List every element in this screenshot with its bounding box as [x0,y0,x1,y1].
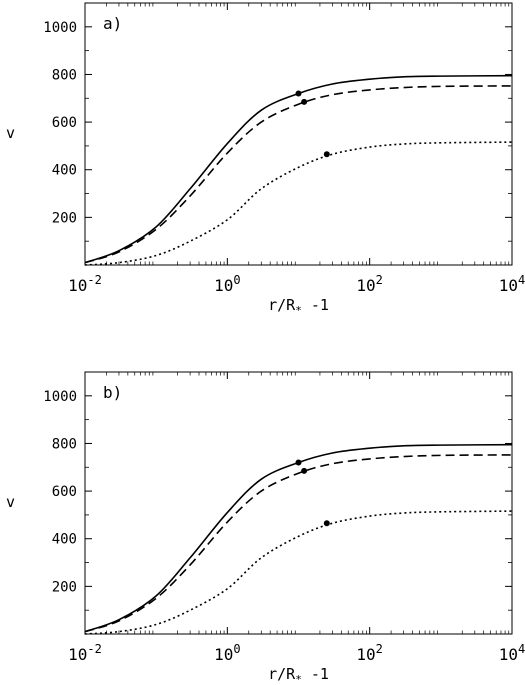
x-tick-label: 102 [356,273,383,295]
y-tick-label: 200 [52,210,77,226]
series-marker-dotted [323,151,330,158]
series-line-solid [84,74,513,264]
series-marker-solid [295,459,302,466]
series-marker-solid [295,90,302,97]
x-tick-label: 104 [499,273,525,295]
y-axis-label: v [6,493,15,511]
y-axis-label: v [6,124,15,142]
x-axis-label: r/R* -1 [268,296,329,317]
series-line-dashed [84,454,513,633]
plot-frame [84,2,513,266]
y-tick-label: 600 [52,484,77,500]
y-tick-label: 1000 [43,20,77,36]
y-tick-label: 800 [52,436,77,452]
series-marker-dashed [301,98,308,105]
x-tick-label: 100 [214,273,241,295]
series-line-dotted [84,510,513,635]
chart-panel-a: 200 400 600 800 1000 10-2 100 102 104 v r/R* -1 a) [6,2,525,317]
series-marker-dotted [323,520,330,527]
x-axis-label: r/R* -1 [268,665,329,685]
x-tick-label: 10-2 [68,273,102,295]
series-marker-dashed [301,467,308,474]
x-tick-label: 100 [214,642,241,664]
x-tick-label: 104 [499,642,525,664]
y-tick-label: 400 [52,532,77,548]
series-line-dotted [84,141,513,266]
y-tick-label: 600 [52,115,77,131]
series-line-solid [84,443,513,633]
chart-panel-b: 200 400 600 800 1000 10-2 100 102 104 v r/R* -1 b) [6,371,525,685]
series-line-dashed [84,85,513,264]
y-tick-label: 400 [52,163,77,179]
y-tick-label: 200 [52,579,77,595]
panel-label: a) [103,14,122,33]
y-tick-label: 800 [52,67,77,83]
plot-frame [84,371,513,635]
x-tick-label: 102 [356,642,383,664]
panel-label: b) [103,383,122,402]
x-tick-label: 10-2 [68,642,102,664]
y-tick-label: 1000 [43,389,77,405]
